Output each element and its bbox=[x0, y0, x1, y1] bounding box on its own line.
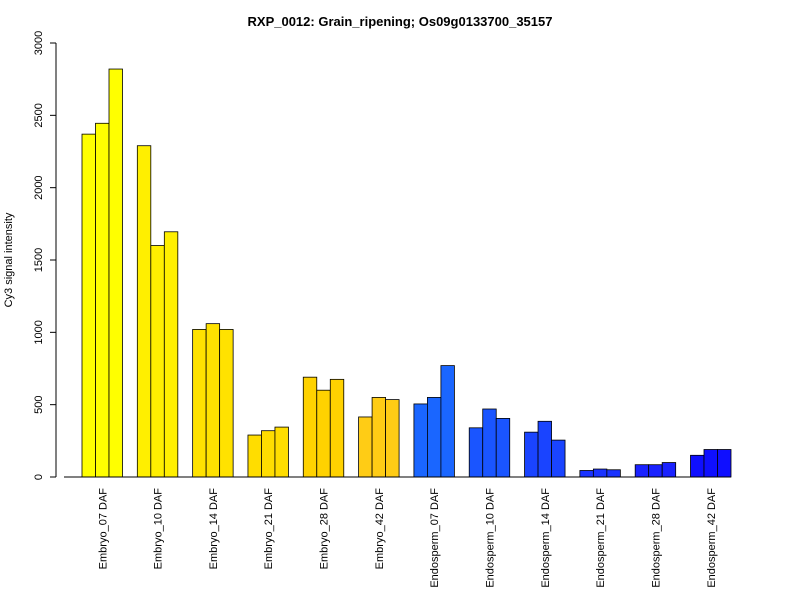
bar bbox=[495, 418, 511, 478]
x-tick-label: Endosperm_21 DAF bbox=[595, 488, 607, 588]
x-axis: Embryo_07 DAF Embryo_10 DAF Embryo_14 DAF E… bbox=[64, 476, 731, 588]
bar bbox=[482, 408, 497, 478]
bar bbox=[524, 431, 539, 478]
bar bbox=[551, 439, 566, 478]
bar bbox=[592, 468, 608, 478]
y-tick-label: 3000 bbox=[33, 31, 45, 55]
bar bbox=[205, 323, 221, 478]
bar bbox=[606, 469, 621, 478]
bar bbox=[358, 416, 373, 478]
bar bbox=[261, 430, 276, 478]
bar bbox=[136, 145, 152, 478]
bar bbox=[371, 397, 386, 478]
x-tick-label: Endosperm_10 DAF bbox=[484, 488, 496, 588]
bar bbox=[316, 389, 331, 478]
bar bbox=[81, 133, 96, 478]
bar bbox=[95, 122, 110, 478]
x-tick-label: Embryo_14 DAF bbox=[208, 488, 220, 570]
y-tick-label: 500 bbox=[33, 395, 45, 413]
bar bbox=[690, 454, 705, 478]
bar bbox=[219, 329, 234, 478]
bar bbox=[413, 403, 428, 478]
x-tick-label: Endosperm_07 DAF bbox=[429, 488, 441, 588]
x-tick-label: Embryo_28 DAF bbox=[319, 488, 331, 570]
x-tick-label: Embryo_10 DAF bbox=[153, 488, 165, 570]
bar bbox=[274, 426, 289, 478]
bar bbox=[302, 376, 318, 478]
bar bbox=[329, 378, 345, 478]
bar bbox=[440, 365, 455, 478]
bar bbox=[427, 397, 442, 478]
bar bbox=[108, 68, 123, 478]
bar bbox=[163, 231, 179, 478]
x-tick-label: Endosperm_28 DAF bbox=[650, 488, 662, 588]
bar bbox=[192, 329, 207, 478]
bar bbox=[247, 434, 262, 478]
chart-title: RXP_0012: Grain_ripening; Os09g0133700_3… bbox=[248, 14, 553, 29]
bar bbox=[579, 470, 594, 478]
x-tick-label: Embryo_21 DAF bbox=[263, 488, 275, 570]
x-tick-label: Embryo_07 DAF bbox=[97, 488, 109, 570]
y-axis: 0 500 1000 1500 2000 2500 3000 bbox=[33, 31, 57, 480]
bar bbox=[537, 420, 552, 478]
y-tick-label: 0 bbox=[33, 474, 45, 480]
bar bbox=[648, 464, 663, 478]
bar bbox=[150, 245, 165, 478]
y-tick-label: 1000 bbox=[33, 320, 45, 344]
y-tick-label: 2000 bbox=[33, 175, 45, 199]
y-tick-label: 1500 bbox=[33, 248, 45, 272]
x-tick-label: Endosperm_14 DAF bbox=[540, 488, 552, 588]
x-tick-label: Embryo_42 DAF bbox=[374, 488, 386, 570]
y-axis-label: Cy3 signal intensity bbox=[3, 212, 15, 307]
bar bbox=[634, 464, 650, 478]
bar bbox=[385, 399, 400, 478]
bar bbox=[468, 427, 484, 478]
bars bbox=[81, 68, 732, 478]
x-tick-label: Endosperm_42 DAF bbox=[706, 488, 718, 588]
bar bbox=[703, 449, 718, 478]
y-tick-label: 2500 bbox=[33, 103, 45, 127]
bar bbox=[661, 462, 677, 478]
bar bbox=[717, 449, 732, 478]
